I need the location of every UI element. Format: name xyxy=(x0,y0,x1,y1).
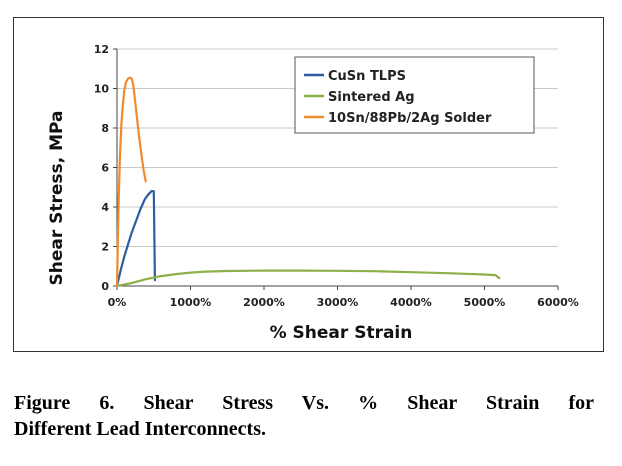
x-tick-label-6000: 6000% xyxy=(537,296,579,309)
y-tick-label-4: 4 xyxy=(101,201,109,214)
legend-box xyxy=(294,56,535,134)
legend-label-10sn-88pb-2ag-solder: 10Sn/88Pb/2Ag Solder xyxy=(328,111,492,126)
shear-stress-chart: 0 2 4 6 8 10 12 0% 1000% 2000% 3000% 4000% 5000% 6000… xyxy=(47,43,579,343)
x-tick-label-4000: 4000% xyxy=(390,296,432,309)
y-axis-title: Shear Stress, MPa xyxy=(47,111,67,286)
x-tick-label-5000: 5000% xyxy=(464,296,506,309)
series-line-cusn-tlps xyxy=(115,190,156,288)
caption-line-2: Different Lead Interconnects. xyxy=(14,418,266,440)
legend-label-cusn-tlps: CuSn TLPS xyxy=(328,69,406,84)
x-tick-label-3000: 3000% xyxy=(317,296,359,309)
y-tick-label-6: 6 xyxy=(101,162,109,175)
series-line-10sn-88pb-2ag-solder xyxy=(115,76,147,288)
x-tick-label-1000: 1000% xyxy=(170,296,212,309)
legend: CuSn TLPS Sintered Ag 10Sn/88Pb/2Ag Solder xyxy=(294,56,535,134)
series-line-sintered-ag xyxy=(115,269,501,288)
tick-labels: 0 2 4 6 8 10 12 0% 1000% 2000% 3000% 4000% 5000% 6000… xyxy=(94,43,579,309)
x-tick-label-0: 0% xyxy=(108,296,127,309)
y-tick-label-0: 0 xyxy=(101,280,109,293)
figure-frame: 0 2 4 6 8 10 12 0% 1000% 2000% 3000% 4000% 5000% 6000… xyxy=(13,17,604,352)
y-tick-label-10: 10 xyxy=(94,83,110,96)
data-series xyxy=(115,76,501,288)
figure-caption: Figure 6. Shear Stress Vs. % Shear Strai… xyxy=(14,390,594,442)
y-tick-label-2: 2 xyxy=(101,241,109,254)
caption-line-1: Figure 6. Shear Stress Vs. % Shear Strai… xyxy=(14,392,594,414)
x-tick-label-2000: 2000% xyxy=(243,296,285,309)
y-tick-label-12: 12 xyxy=(94,43,109,56)
x-axis-title: % Shear Strain xyxy=(270,323,413,343)
legend-label-sintered-ag: Sintered Ag xyxy=(328,90,415,105)
y-tick-label-8: 8 xyxy=(101,122,109,135)
